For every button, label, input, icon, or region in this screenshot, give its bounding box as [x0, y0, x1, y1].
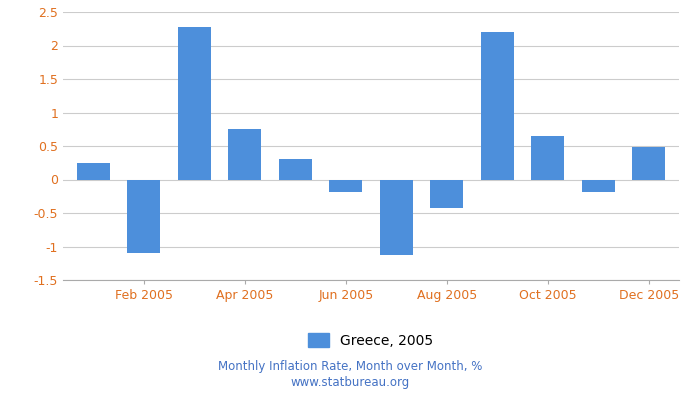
- Bar: [380, 180, 413, 255]
- Text: www.statbureau.org: www.statbureau.org: [290, 376, 410, 389]
- Bar: [228, 129, 261, 180]
- Bar: [582, 180, 615, 192]
- Text: Monthly Inflation Rate, Month over Month, %: Monthly Inflation Rate, Month over Month…: [218, 360, 482, 373]
- Bar: [77, 163, 110, 180]
- Bar: [481, 32, 514, 180]
- Bar: [531, 136, 564, 180]
- Bar: [279, 159, 312, 180]
- Bar: [329, 180, 362, 192]
- Bar: [178, 27, 211, 180]
- Bar: [127, 180, 160, 253]
- Legend: Greece, 2005: Greece, 2005: [303, 327, 439, 353]
- Bar: [632, 147, 665, 180]
- Bar: [430, 180, 463, 208]
